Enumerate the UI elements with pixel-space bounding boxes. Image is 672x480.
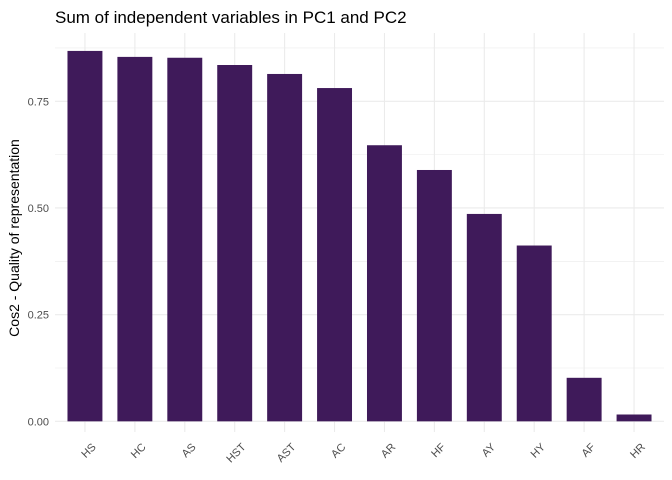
bar-AF bbox=[566, 377, 602, 422]
bar-HST bbox=[217, 65, 253, 422]
bar-AR bbox=[366, 145, 402, 422]
bar-HS bbox=[67, 50, 103, 422]
y-tick-label-1: 0.25 bbox=[28, 310, 49, 322]
x-axis-ticks: HS HC AS HST AST AC AR HF AY HY AF HR bbox=[79, 441, 647, 466]
x-tick-label-HR: HR bbox=[628, 441, 648, 461]
x-tick-label-HC: HC bbox=[129, 441, 149, 461]
x-tick-label-HF: HF bbox=[429, 441, 448, 460]
bar-AY bbox=[466, 213, 502, 422]
bar-HY bbox=[516, 245, 552, 422]
x-tick-label-AST: AST bbox=[275, 441, 299, 465]
x-tick-label-AR: AR bbox=[379, 441, 398, 460]
x-tick-label-AC: AC bbox=[329, 441, 348, 460]
x-tick-label-AF: AF bbox=[579, 441, 598, 460]
y-axis-title: Cos2 - Quality of representation bbox=[6, 139, 22, 337]
bar-AST bbox=[267, 73, 303, 422]
chart-title: Sum of independent variables in PC1 and … bbox=[55, 8, 407, 27]
bar-HR bbox=[616, 414, 652, 422]
x-tick-label-AS: AS bbox=[180, 441, 199, 460]
bar-HF bbox=[416, 169, 452, 422]
y-tick-label-0: 0.00 bbox=[28, 416, 49, 428]
y-axis-ticks: 0.00 0.25 0.50 0.75 bbox=[28, 96, 49, 428]
y-tick-label-3: 0.75 bbox=[28, 96, 49, 108]
x-tick-label-HY: HY bbox=[529, 441, 549, 461]
bar-AC bbox=[317, 88, 353, 422]
x-tick-label-HS: HS bbox=[79, 441, 98, 460]
y-tick-label-2: 0.50 bbox=[28, 203, 49, 215]
bar-HC bbox=[117, 56, 153, 422]
bar-AS bbox=[167, 57, 203, 422]
x-tick-label-HST: HST bbox=[224, 441, 248, 465]
x-tick-label-AY: AY bbox=[480, 441, 499, 460]
bars bbox=[67, 50, 652, 422]
